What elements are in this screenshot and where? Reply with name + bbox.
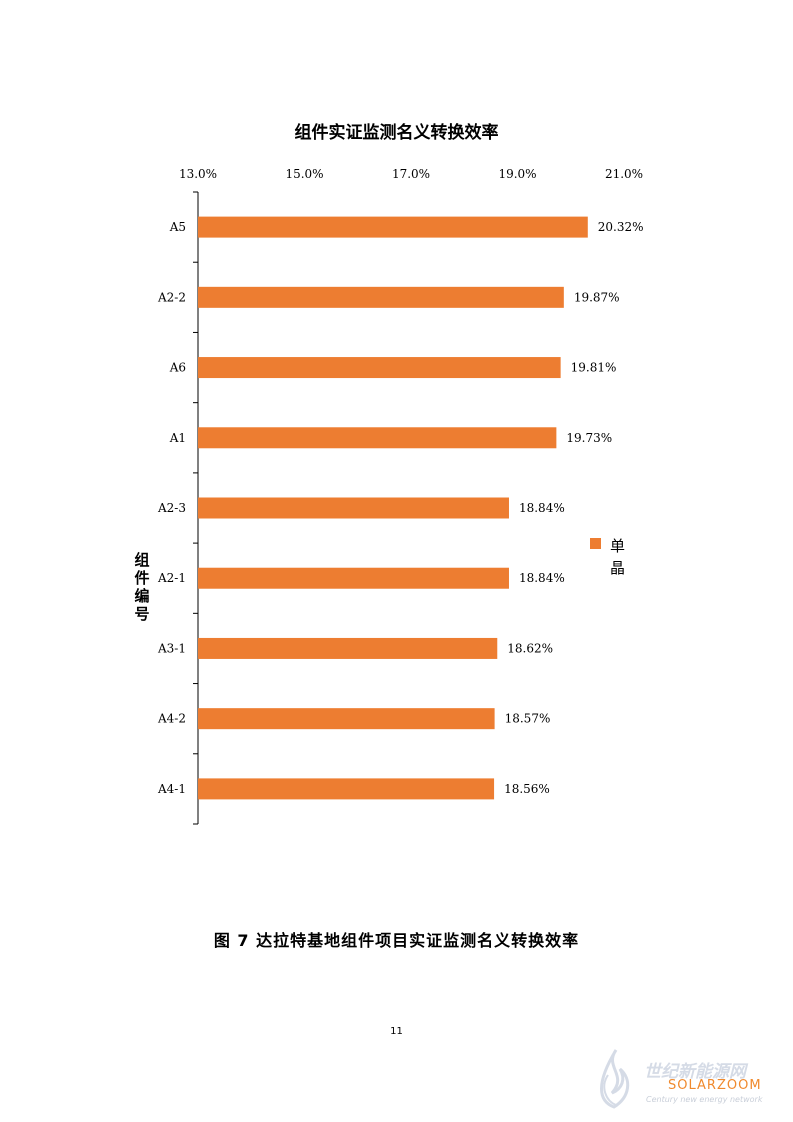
watermark-logo: 世纪新能源网 SOLARZOOM Century new energy netw…	[586, 1045, 786, 1115]
x-tick-label: 15.0%	[285, 167, 323, 181]
chart-bars	[198, 216, 588, 800]
category-label: A6	[169, 361, 186, 375]
category-label: A2-2	[157, 290, 186, 304]
bar	[198, 708, 495, 730]
bar	[198, 216, 588, 238]
chart-title: 组件实证监测名义转换效率	[294, 123, 499, 143]
watermark-cn: 世纪新能源网	[644, 1062, 746, 1082]
watermark-en: Century new energy network	[646, 1095, 763, 1104]
x-tick-label: 21.0%	[605, 167, 643, 181]
data-label: 18.57%	[505, 712, 551, 726]
y-axis-title: 组件编号	[134, 551, 150, 623]
page-number: 11	[390, 1026, 403, 1037]
data-label: 18.62%	[507, 641, 553, 655]
bar	[198, 778, 495, 800]
watermark-brand: SOLARZOOM	[668, 1078, 762, 1093]
bar	[198, 637, 498, 659]
category-label: A4-1	[157, 782, 186, 796]
data-label: 20.32%	[598, 220, 644, 234]
category-label: A2-3	[157, 501, 186, 515]
legend-swatch	[590, 538, 601, 549]
chart-ticks: 13.0% 15.0% 17.0% 19.0% 21.0%	[179, 167, 643, 825]
data-label: 18.84%	[519, 501, 565, 515]
legend-label: 单晶	[610, 537, 626, 577]
category-label: A2-1	[157, 571, 186, 585]
category-label: A3-1	[157, 641, 186, 655]
bar	[198, 567, 509, 589]
bar	[198, 286, 564, 308]
category-label: A5	[169, 220, 186, 234]
figure-caption: 图 7 达拉特基地组件项目实证监测名义转换效率	[213, 931, 580, 950]
data-label: 19.87%	[574, 290, 620, 304]
x-tick-label: 19.0%	[498, 167, 536, 181]
category-label: A1	[169, 431, 186, 445]
chart-labels: A5 20.32% A2-2 19.87% A6 19.81% A1 19.73% A2-3 18…	[157, 220, 644, 796]
flame-icon	[600, 1049, 630, 1109]
data-label: 18.56%	[504, 782, 550, 796]
bar	[198, 427, 557, 449]
bar	[198, 357, 561, 379]
category-label: A4-2	[157, 712, 186, 726]
x-tick-label: 13.0%	[179, 167, 217, 181]
data-label: 19.81%	[571, 361, 617, 375]
data-label: 19.73%	[566, 431, 612, 445]
bar	[198, 497, 509, 519]
data-label: 18.84%	[519, 571, 565, 585]
x-tick-label: 17.0%	[392, 167, 430, 181]
